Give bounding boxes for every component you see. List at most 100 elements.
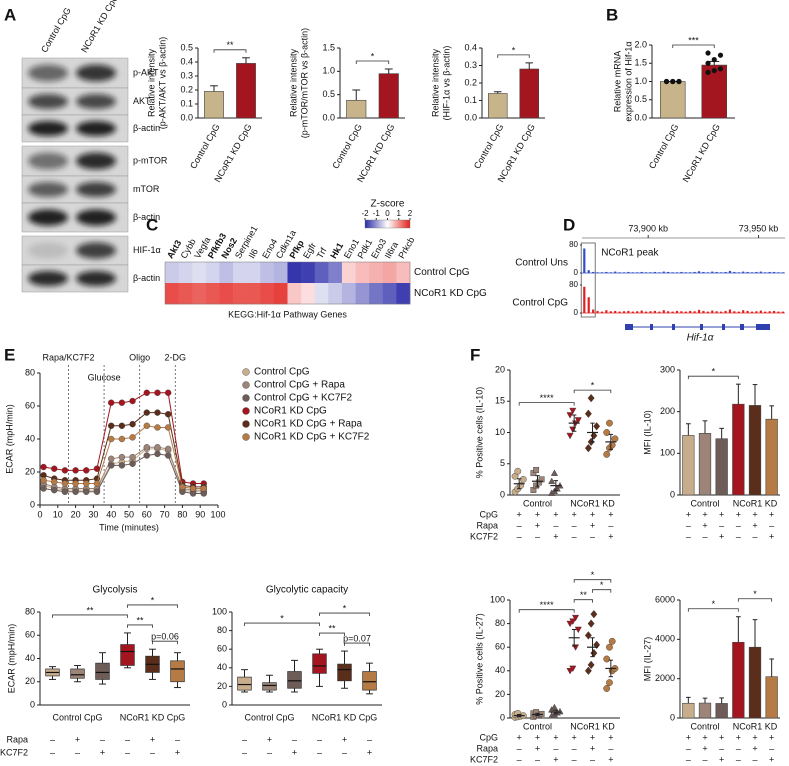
data-point — [663, 78, 670, 85]
bar — [698, 433, 712, 496]
lane-label: NCoR1 KD CpG — [79, 0, 120, 54]
y-tick-label: 0.0 — [180, 112, 193, 122]
panel-label: B — [606, 5, 618, 24]
signal-bar — [697, 309, 701, 313]
colorbar — [364, 219, 411, 229]
box — [70, 668, 85, 679]
signal-bar — [605, 310, 608, 313]
y-tick-label: 0.2 — [180, 84, 193, 94]
series-point — [164, 389, 172, 396]
y-tick-label: 10 — [495, 427, 505, 437]
x-tick-label: 90 — [195, 509, 205, 519]
data-point — [584, 409, 592, 418]
y-tick-label: 1.5 — [634, 58, 647, 68]
y-tick-label: 15 — [495, 396, 505, 406]
y-tick-label: 0 — [500, 489, 505, 499]
series-point — [72, 467, 79, 474]
y-tick-label: 6000 — [655, 594, 675, 604]
x-tick-label: Control CpG — [330, 122, 364, 170]
row-sign: + — [75, 734, 80, 744]
gene-label: Trf — [315, 246, 329, 261]
y-axis-label: Relative intensity — [430, 48, 440, 117]
data-point — [611, 435, 619, 443]
x-tick-label: 50 — [124, 509, 134, 519]
y-tick-label: 0.0 — [634, 112, 647, 122]
row-sign: – — [736, 520, 741, 530]
signal-bar — [759, 310, 762, 313]
row-label: NCoR1 KD CpG — [414, 288, 487, 299]
signal-bar — [596, 310, 599, 313]
significance-label: * — [591, 570, 595, 580]
group-label: NCoR1 KD — [570, 721, 615, 731]
track-tick-label: 0 — [574, 268, 579, 277]
row-sign: – — [590, 531, 595, 541]
heat-cell — [382, 262, 397, 284]
signal-bar — [609, 311, 612, 313]
y-tick-label: 1.0 — [322, 66, 335, 76]
data-point — [603, 450, 611, 458]
signal-bar — [640, 271, 643, 273]
peak-label: NCoR1 peak — [601, 248, 659, 259]
row-sign: + — [736, 732, 741, 742]
colorbar-tick-label: 2 — [408, 209, 413, 218]
data-point — [603, 655, 611, 663]
group-label: NCoR1 KD CpG — [120, 712, 186, 722]
row-sign: – — [517, 743, 522, 753]
series-point — [143, 389, 151, 396]
signal-bar — [720, 311, 723, 313]
heat-cell — [219, 283, 234, 305]
heat-cell — [355, 283, 370, 305]
row-sign: + — [535, 732, 540, 742]
signal-bar — [587, 270, 590, 273]
signal-bar — [755, 311, 758, 313]
signal-bar — [711, 271, 714, 273]
signal-bar — [618, 272, 621, 273]
bar — [732, 403, 745, 496]
significance-label: ** — [226, 40, 234, 50]
row-sign: – — [242, 734, 247, 744]
signal-bar — [702, 310, 705, 313]
y-tick-label: 100 — [660, 448, 675, 458]
y-tick-label: 0 — [500, 712, 505, 722]
signal-bar — [658, 272, 661, 273]
significance-label: * — [712, 367, 716, 377]
band-label: p-AKT — [133, 67, 159, 77]
row-sign: + — [267, 734, 272, 744]
bracket — [213, 49, 247, 53]
bar — [748, 405, 762, 496]
data-point — [587, 660, 595, 670]
y-tick-label: 4000 — [655, 634, 675, 644]
legend-marker — [242, 407, 250, 415]
y-tick-label: 0 — [222, 699, 227, 709]
blot-band — [28, 181, 68, 198]
row-sign: – — [686, 754, 691, 764]
signal-bar — [693, 311, 696, 313]
box — [95, 662, 110, 680]
row-sign: – — [50, 747, 55, 757]
y-tick-label: 0.5 — [180, 42, 193, 52]
series-point — [154, 389, 161, 396]
row-sign: + — [752, 509, 757, 519]
heat-cell — [246, 262, 261, 284]
y-tick-label: 60 — [217, 644, 227, 654]
series-point — [61, 467, 69, 474]
signal-bar — [605, 271, 608, 273]
row-sign: + — [150, 734, 155, 744]
data-point — [566, 412, 574, 419]
track-tick-label: 80 — [569, 280, 578, 289]
signal-bar — [737, 272, 740, 273]
row-sign: + — [367, 747, 372, 757]
signal-bar — [667, 311, 670, 313]
y-tick-label: 20 — [495, 689, 505, 699]
heatmap-frame — [164, 261, 411, 305]
signal-bar — [680, 311, 683, 313]
bracket — [573, 579, 612, 583]
row-sign: – — [719, 520, 724, 530]
row-sign: – — [100, 734, 105, 744]
heat-cell — [165, 283, 179, 305]
signal-bar — [724, 271, 727, 273]
series-point — [179, 483, 186, 491]
bracket — [737, 598, 773, 602]
track-tick-label: 0 — [574, 308, 579, 317]
row-label: Rapa — [6, 734, 28, 744]
